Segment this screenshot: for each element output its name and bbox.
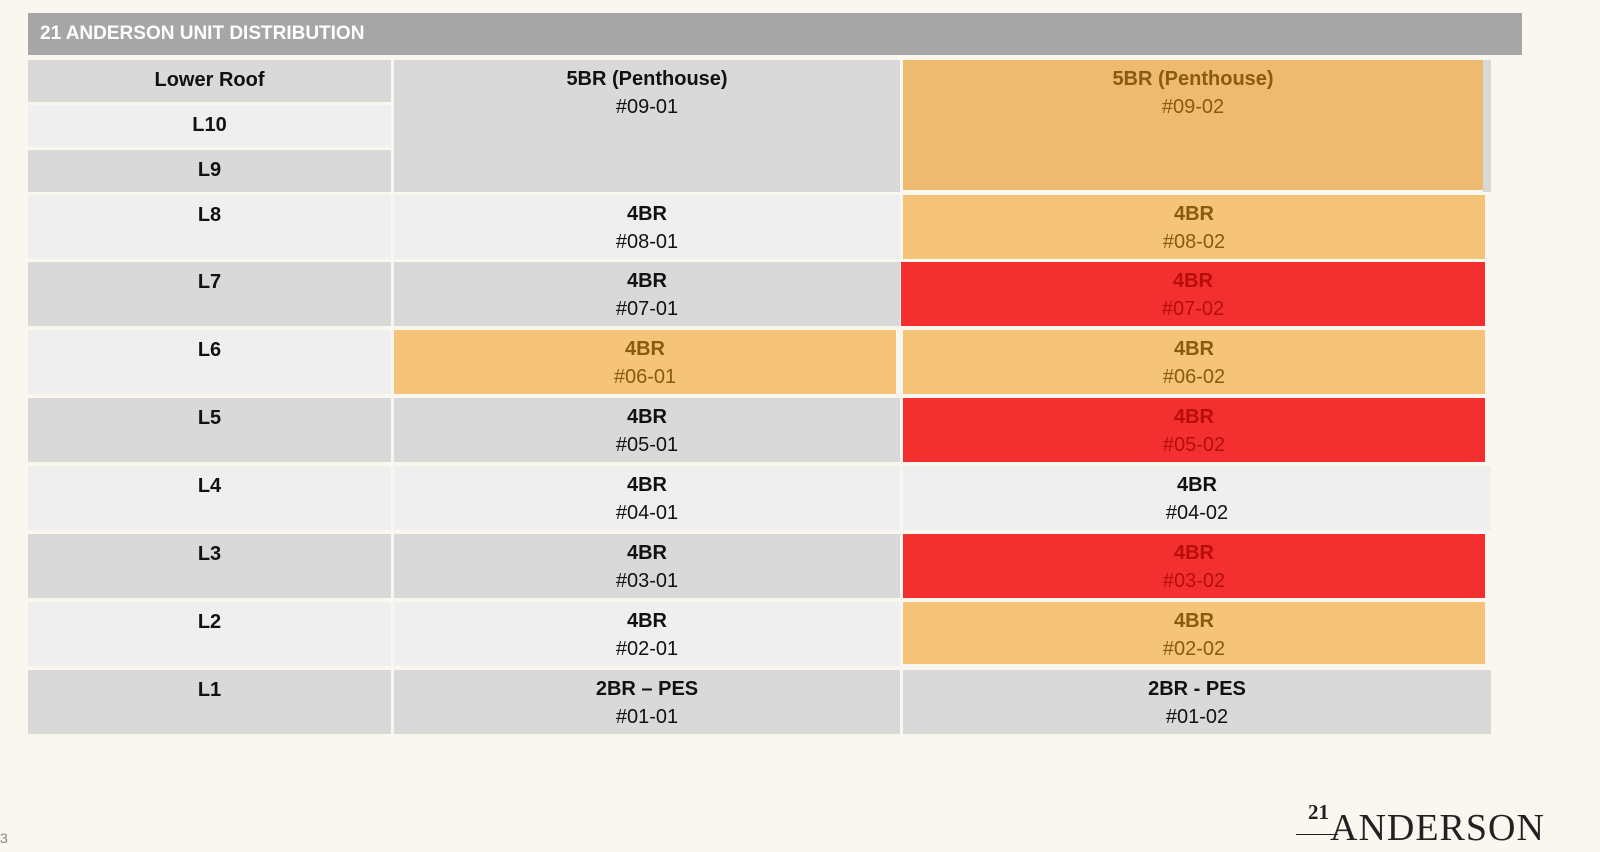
- unit-type: 4BR: [1176, 474, 1217, 496]
- level-l10: L10: [28, 105, 391, 147]
- page-number: 3: [0, 830, 8, 846]
- unit-type: 4BR: [626, 474, 667, 496]
- logo-number: 21: [1308, 800, 1329, 824]
- unit-number: #09-02: [1161, 96, 1225, 118]
- level-l4: L4: [28, 466, 391, 530]
- unit-number: #06-02: [1162, 366, 1226, 388]
- level-l5: L5: [28, 398, 391, 462]
- unit-number: #03-02: [1162, 570, 1226, 592]
- logo-underline: [1296, 834, 1338, 835]
- unit-09-02[interactable]: 5BR (Penthouse) #09-02: [903, 60, 1483, 190]
- level-lower-roof: Lower Roof: [28, 60, 391, 102]
- unit-type: 4BR: [1173, 406, 1214, 428]
- unit-number: #02-02: [1162, 638, 1226, 660]
- unit-type: 4BR: [626, 270, 667, 292]
- cell-filler: [1483, 60, 1491, 192]
- unit-number: #06-01: [613, 366, 677, 388]
- unit-08-01[interactable]: 4BR #08-01: [394, 195, 900, 259]
- unit-02-01[interactable]: 4BR #02-01: [394, 602, 900, 666]
- level-l3: L3: [28, 534, 391, 598]
- unit-type: 4BR: [1172, 270, 1213, 292]
- level-l9: L9: [28, 150, 391, 192]
- unit-01-01[interactable]: 2BR – PES #01-01: [394, 670, 900, 734]
- level-l1: L1: [28, 670, 391, 734]
- unit-08-02[interactable]: 4BR #08-02: [903, 195, 1485, 259]
- unit-03-02[interactable]: 4BR #03-02: [903, 534, 1485, 598]
- unit-03-01[interactable]: 4BR #03-01: [394, 534, 900, 598]
- logo-name: ANDERSON: [1330, 807, 1545, 849]
- unit-07-01[interactable]: 4BR #07-01: [394, 262, 900, 326]
- level-l7: L7: [28, 262, 391, 326]
- unit-type: 4BR: [626, 203, 667, 225]
- table-title: 21 ANDERSON UNIT DISTRIBUTION: [28, 13, 1522, 55]
- unit-number: #04-01: [615, 502, 679, 524]
- unit-type: 5BR (Penthouse): [1112, 68, 1274, 90]
- unit-type: 4BR: [1173, 610, 1214, 632]
- unit-type: 2BR - PES: [1148, 678, 1246, 700]
- unit-number: #02-01: [615, 638, 679, 660]
- unit-02-02[interactable]: 4BR #02-02: [903, 602, 1485, 664]
- unit-04-01[interactable]: 4BR #04-01: [394, 466, 900, 530]
- level-l8: L8: [28, 195, 391, 259]
- unit-type: 4BR: [1173, 542, 1214, 564]
- unit-type: 4BR: [626, 542, 667, 564]
- unit-type: 4BR: [1173, 338, 1214, 360]
- unit-number: #09-01: [615, 96, 679, 118]
- unit-number: #04-02: [1165, 502, 1229, 524]
- unit-07-02[interactable]: 4BR #07-02: [901, 262, 1485, 326]
- unit-number: #01-02: [1165, 706, 1229, 728]
- unit-type: 4BR: [1173, 203, 1214, 225]
- unit-06-01[interactable]: 4BR #06-01: [394, 330, 896, 394]
- unit-number: #03-01: [615, 570, 679, 592]
- level-l2: L2: [28, 602, 391, 666]
- unit-04-02[interactable]: 4BR #04-02: [903, 466, 1491, 530]
- unit-number: #01-01: [615, 706, 679, 728]
- unit-type: 5BR (Penthouse): [566, 68, 728, 90]
- unit-type: 4BR: [626, 610, 667, 632]
- unit-number: #05-01: [615, 434, 679, 456]
- unit-06-02[interactable]: 4BR #06-02: [903, 330, 1485, 394]
- unit-01-02[interactable]: 2BR - PES #01-02: [903, 670, 1491, 734]
- unit-number: #05-02: [1162, 434, 1226, 456]
- unit-number: #08-01: [615, 231, 679, 253]
- unit-09-01[interactable]: 5BR (Penthouse) #09-01: [394, 60, 900, 192]
- unit-05-02[interactable]: 4BR #05-02: [903, 398, 1485, 462]
- unit-number: #07-01: [615, 298, 679, 320]
- unit-type: 2BR – PES: [595, 678, 699, 700]
- unit-type: 4BR: [624, 338, 665, 360]
- unit-type: 4BR: [626, 406, 667, 428]
- level-l6: L6: [28, 330, 391, 394]
- unit-number: #07-02: [1161, 298, 1225, 320]
- unit-05-01[interactable]: 4BR #05-01: [394, 398, 900, 462]
- unit-number: #08-02: [1162, 231, 1226, 253]
